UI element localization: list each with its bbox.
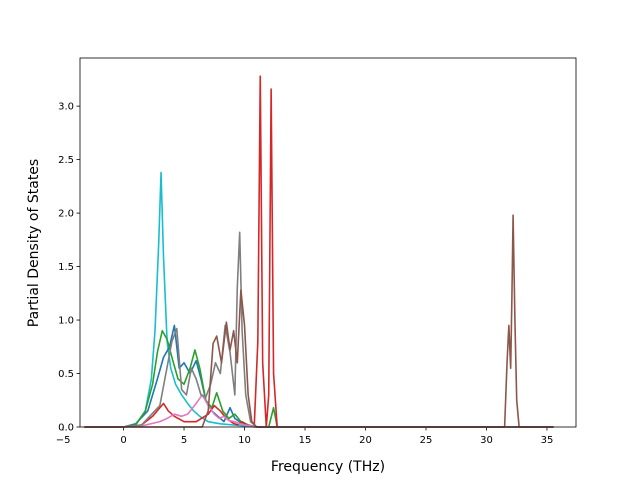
x-tick-label: 15	[299, 435, 312, 446]
x-tick-label: 20	[359, 435, 372, 446]
x-tick-label: −5	[56, 435, 71, 446]
y-tick-label: 3.0	[58, 102, 74, 113]
y-tick-label: 0.0	[58, 423, 74, 434]
series-line-7	[84, 214, 554, 428]
y-tick-label: 0.5	[58, 369, 74, 380]
x-tick-label: 10	[238, 435, 251, 446]
y-tick-label: 1.0	[58, 316, 74, 327]
y-tick-label: 1.5	[58, 262, 74, 273]
series-line-6	[84, 231, 554, 428]
x-axis-ticks: −5 0 5 10 15 20 25 30 35	[56, 427, 554, 446]
series-lines	[84, 75, 554, 428]
y-axis-label: Partial Density of States	[26, 159, 42, 327]
plot-area-frame	[79, 57, 577, 428]
x-tick-label: 25	[420, 435, 433, 446]
x-tick-label: 0	[120, 435, 126, 446]
y-axis-ticks: 0.0 0.5 1.0 1.5 2.0 2.5 3.0	[58, 102, 80, 434]
x-tick-label: 30	[480, 435, 493, 446]
series-line-4	[84, 75, 554, 428]
x-tick-label: 35	[541, 435, 554, 446]
y-tick-label: 2.0	[58, 209, 74, 220]
x-tick-label: 5	[181, 435, 187, 446]
x-axis-label: Frequency (THz)	[271, 459, 385, 475]
y-tick-label: 2.5	[58, 155, 74, 166]
